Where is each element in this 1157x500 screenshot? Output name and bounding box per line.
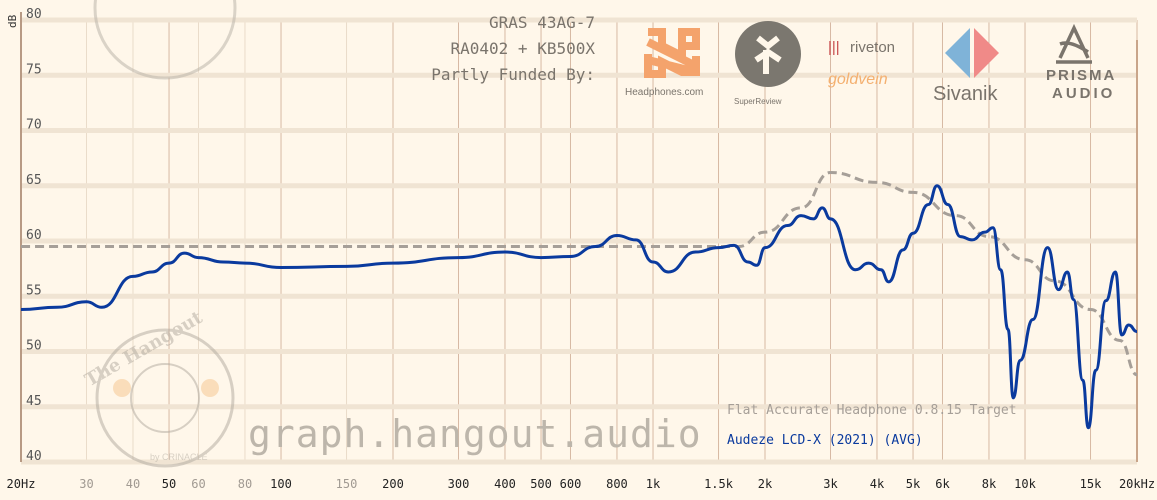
legend-measurement: Audeze LCD-X (2021) (AVG) bbox=[727, 433, 923, 448]
x-tick-label: 1.5k bbox=[704, 477, 734, 491]
x-tick-label: 800 bbox=[606, 477, 628, 491]
x-tick-label: 2k bbox=[758, 477, 773, 491]
rig-line: Partly Funded By: bbox=[431, 65, 595, 84]
x-tick-label: 8k bbox=[982, 477, 997, 491]
x-tick-label: 80 bbox=[238, 477, 252, 491]
rig-info: GRAS 43AG-7 RA0402 + KB500X Partly Funde… bbox=[431, 10, 595, 88]
y-tick-label: 75 bbox=[26, 62, 42, 77]
y-tick-label: 45 bbox=[26, 394, 42, 409]
x-tick-label: 200 bbox=[382, 477, 404, 491]
x-tick-label: 4k bbox=[870, 477, 885, 491]
target-curve bbox=[21, 170, 1138, 377]
x-tick-label: 50 bbox=[162, 477, 176, 491]
x-tick-label: 20Hz bbox=[7, 477, 36, 491]
rig-line: GRAS 43AG-7 bbox=[489, 13, 595, 32]
x-tick-label: 6k bbox=[935, 477, 950, 491]
x-tick-label: 3k bbox=[823, 477, 838, 491]
y-axis-label: dB bbox=[6, 14, 19, 28]
x-tick-label: 15k bbox=[1080, 477, 1102, 491]
y-tick-label: 55 bbox=[26, 283, 42, 298]
x-tick-label: 400 bbox=[494, 477, 516, 491]
measurement-curve bbox=[20, 184, 1138, 430]
x-tick-label: 10k bbox=[1014, 477, 1036, 491]
x-tick-label: 300 bbox=[448, 477, 470, 491]
x-tick-label: 150 bbox=[336, 477, 358, 491]
rig-line: RA0402 + KB500X bbox=[450, 39, 596, 58]
legend-target: Flat Accurate Headphone 0.8.15 Target bbox=[727, 403, 1017, 418]
x-tick-label: 30 bbox=[79, 477, 93, 491]
x-tick-label: 60 bbox=[191, 477, 205, 491]
x-tick-label: 100 bbox=[270, 477, 292, 491]
x-tick-label: 5k bbox=[906, 477, 921, 491]
y-tick-label: 65 bbox=[26, 173, 42, 188]
x-tick-label: 600 bbox=[560, 477, 582, 491]
y-tick-label: 70 bbox=[26, 118, 42, 133]
x-tick-label: 20kHz bbox=[1119, 477, 1155, 491]
y-tick-label: 80 bbox=[26, 7, 42, 22]
watermark-text: graph.hangout.audio bbox=[248, 412, 702, 456]
y-tick-label: 50 bbox=[26, 339, 42, 354]
y-tick-label: 60 bbox=[26, 228, 42, 243]
x-tick-label: 1k bbox=[646, 477, 661, 491]
y-tick-label: 40 bbox=[26, 449, 42, 464]
x-tick-label: 500 bbox=[530, 477, 552, 491]
x-tick-label: 40 bbox=[126, 477, 140, 491]
